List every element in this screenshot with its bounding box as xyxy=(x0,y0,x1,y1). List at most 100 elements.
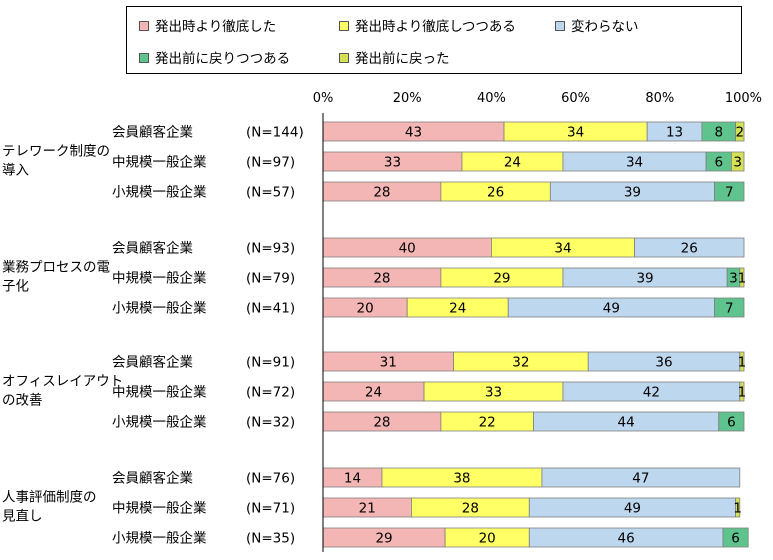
chart-legend: 発出時より徹底した 発出時より徹底しつつある 変わらない 発出前に戻りつつある … xyxy=(126,6,742,74)
data-label: 20 xyxy=(357,301,374,317)
row-category-label: 中規模一般企業 xyxy=(112,384,207,401)
row-category-label: 中規模一般企業 xyxy=(112,270,207,287)
bar-segment xyxy=(739,381,745,402)
data-label: 29 xyxy=(493,271,510,287)
data-label: 3 xyxy=(733,155,742,171)
data-label: 34 xyxy=(567,125,584,141)
row-category-label: 中規模一般企業 xyxy=(112,154,207,171)
data-label: 46 xyxy=(618,531,635,547)
row-n-label: (N=71) xyxy=(246,501,295,517)
data-label: 26 xyxy=(681,241,698,257)
row-category-label: 小規模一般企業 xyxy=(112,414,207,431)
data-label: 20 xyxy=(479,531,496,547)
data-label: 3 xyxy=(729,271,738,287)
legend-swatch-4 xyxy=(339,53,349,63)
data-label: 36 xyxy=(655,355,672,371)
row-n-label: (N=91) xyxy=(246,355,295,371)
legend-label-1: 発出時より徹底しつつある xyxy=(355,19,516,35)
x-tick-label: 0% xyxy=(313,91,334,106)
data-label: 6 xyxy=(714,155,723,171)
data-label: 14 xyxy=(344,471,361,487)
data-label: 32 xyxy=(512,355,529,371)
row-category-label: 小規模一般企業 xyxy=(112,300,207,317)
data-label: 24 xyxy=(365,385,382,401)
row-category-label: 会員顧客企業 xyxy=(112,470,193,487)
row-category-label: 小規模一般企業 xyxy=(112,530,207,547)
row-n-label: (N=97) xyxy=(246,155,295,171)
legend-swatch-0 xyxy=(139,21,149,31)
bar-segment xyxy=(541,467,741,488)
group-label: テレワーク制度の xyxy=(2,144,110,160)
data-label: 34 xyxy=(554,241,571,257)
row-n-label: (N=93) xyxy=(246,241,295,257)
bar-segment xyxy=(739,267,745,288)
x-tick-label: 20% xyxy=(393,91,422,106)
data-label: 1 xyxy=(733,501,742,517)
group-label: オフィスレイアウト xyxy=(2,374,123,390)
legend-swatch-2 xyxy=(555,21,565,31)
legend-label-3: 発出前に戻りつつある xyxy=(155,51,291,67)
row-n-label: (N=41) xyxy=(246,301,295,317)
row-category-label: 中規模一般企業 xyxy=(112,500,207,517)
group-label: 子化 xyxy=(2,279,29,295)
data-label: 28 xyxy=(373,185,390,201)
legend-label-4: 発出前に戻った xyxy=(355,51,450,67)
data-label: 24 xyxy=(504,155,521,171)
data-label: 29 xyxy=(375,531,392,547)
group-label: 見直し xyxy=(2,509,43,525)
legend-label-2: 変わらない xyxy=(571,19,639,35)
x-tick-label: 80% xyxy=(645,91,674,106)
data-label: 1 xyxy=(738,271,747,287)
data-label: 28 xyxy=(373,271,390,287)
data-label: 26 xyxy=(487,185,504,201)
data-label: 28 xyxy=(462,501,479,517)
row-category-label: 会員顧客企業 xyxy=(112,354,193,371)
row-n-label: (N=35) xyxy=(246,531,295,547)
bar-segment xyxy=(735,121,745,142)
data-label: 6 xyxy=(727,415,736,431)
row-category-label: 小規模一般企業 xyxy=(112,184,207,201)
bar-segment xyxy=(714,297,745,318)
data-label: 7 xyxy=(725,185,734,201)
row-n-label: (N=57) xyxy=(246,185,295,201)
group-label: 業務プロセスの電 xyxy=(2,260,110,276)
data-label: 1 xyxy=(738,385,747,401)
legend-label-0: 発出時より徹底した xyxy=(155,19,277,35)
bar-segment xyxy=(730,151,745,172)
data-label: 2 xyxy=(735,125,744,141)
data-label: 44 xyxy=(618,415,635,431)
data-label: 40 xyxy=(399,241,416,257)
row-n-label: (N=72) xyxy=(246,385,295,401)
data-label: 24 xyxy=(449,301,466,317)
x-tick-label: 60% xyxy=(561,91,590,106)
bar-segment xyxy=(739,351,745,372)
data-label: 6 xyxy=(731,531,740,547)
data-label: 34 xyxy=(626,155,643,171)
row-category-label: 会員顧客企業 xyxy=(112,240,193,257)
bar-segment xyxy=(735,497,741,518)
data-label: 31 xyxy=(380,355,397,371)
x-tick-label: 100% xyxy=(725,91,762,106)
row-n-label: (N=32) xyxy=(246,415,295,431)
data-label: 7 xyxy=(725,301,734,317)
data-label: 21 xyxy=(359,501,376,517)
row-n-label: (N=144) xyxy=(246,125,304,141)
data-label: 8 xyxy=(714,125,723,141)
data-label: 1 xyxy=(738,355,747,371)
bar-segment xyxy=(722,527,749,548)
bar-segment xyxy=(718,411,745,432)
data-label: 49 xyxy=(603,301,620,317)
data-label: 38 xyxy=(453,471,470,487)
group-label: 導入 xyxy=(2,163,29,179)
row-category-label: 会員顧客企業 xyxy=(112,124,193,141)
data-label: 39 xyxy=(636,271,653,287)
data-label: 22 xyxy=(479,415,496,431)
legend-swatch-1 xyxy=(339,21,349,31)
group-label: の改善 xyxy=(2,393,43,409)
data-label: 33 xyxy=(485,385,502,401)
data-label: 42 xyxy=(643,385,660,401)
row-n-label: (N=79) xyxy=(246,271,295,287)
data-label: 39 xyxy=(624,185,641,201)
data-label: 49 xyxy=(624,501,641,517)
